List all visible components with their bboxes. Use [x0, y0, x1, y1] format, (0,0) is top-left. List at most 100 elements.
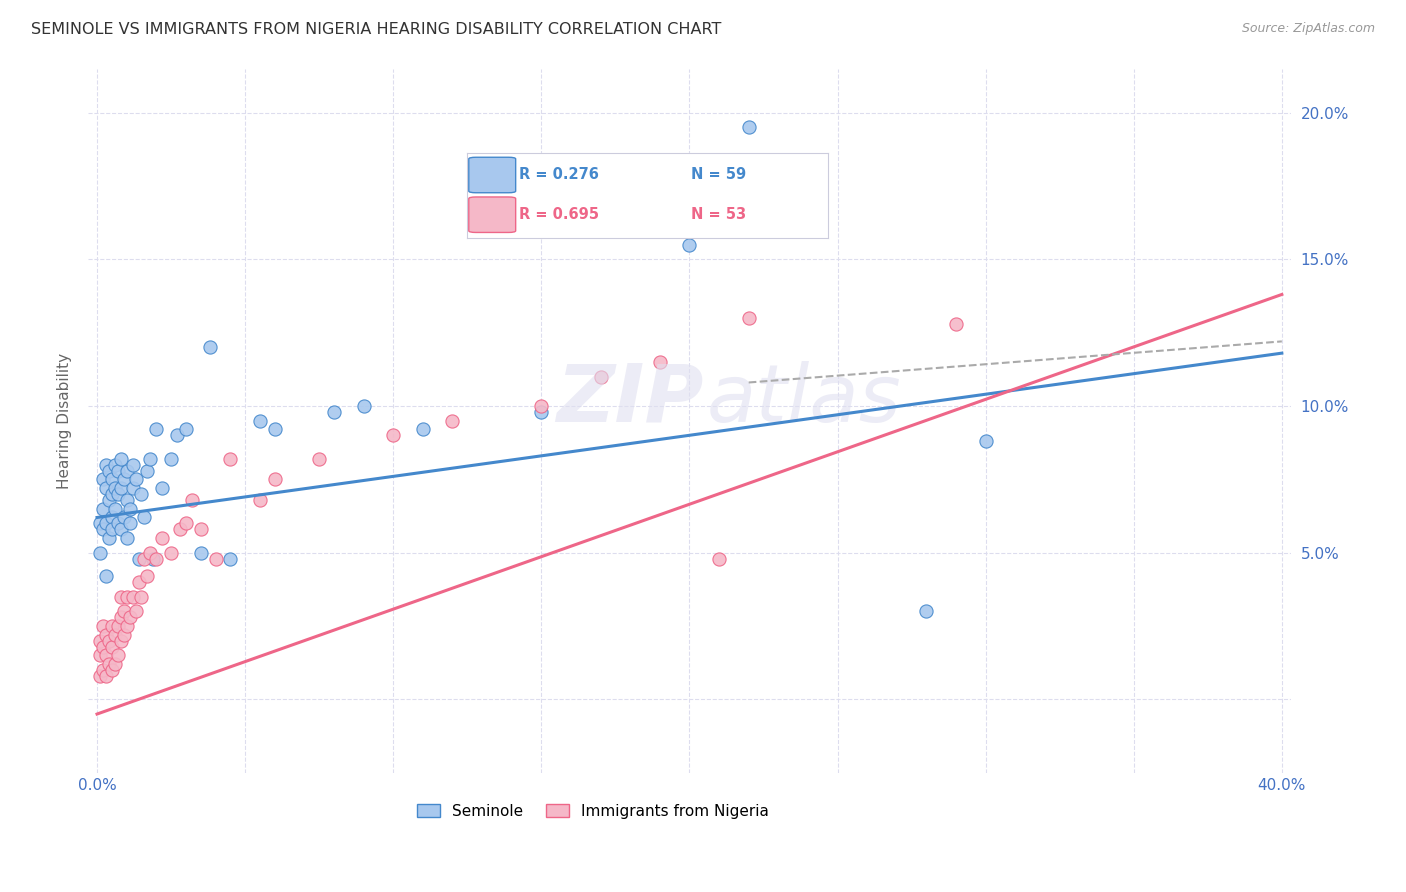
Point: [160, 546, 183, 560]
Point: [190, 522, 212, 536]
Point: [94, 481, 117, 495]
Point: [97, 492, 120, 507]
Point: [97, 531, 120, 545]
Point: [121, 590, 143, 604]
Point: [142, 551, 165, 566]
Point: [136, 463, 159, 477]
Point: [118, 610, 141, 624]
Point: [89, 633, 111, 648]
Point: [263, 422, 285, 436]
Point: [323, 405, 346, 419]
Point: [104, 501, 127, 516]
Point: [166, 428, 188, 442]
Point: [530, 399, 553, 413]
Point: [174, 516, 197, 531]
Point: [97, 657, 120, 672]
Text: ZIP: ZIP: [555, 360, 703, 439]
Text: SEMINOLE VS IMMIGRANTS FROM NIGERIA HEARING DISABILITY CORRELATION CHART: SEMINOLE VS IMMIGRANTS FROM NIGERIA HEAR…: [31, 22, 721, 37]
Point: [94, 458, 117, 472]
Y-axis label: Hearing Disability: Hearing Disability: [58, 352, 72, 489]
Point: [945, 317, 967, 331]
Point: [249, 492, 271, 507]
Point: [190, 546, 212, 560]
Point: [169, 522, 191, 536]
Point: [139, 451, 162, 466]
Legend: Seminole, Immigrants from Nigeria: Seminole, Immigrants from Nigeria: [411, 797, 776, 825]
Point: [110, 522, 132, 536]
Point: [150, 481, 173, 495]
Point: [110, 633, 132, 648]
Point: [104, 628, 127, 642]
Point: [91, 640, 114, 654]
Point: [91, 472, 114, 486]
Point: [128, 551, 150, 566]
Point: [110, 610, 132, 624]
Point: [115, 531, 138, 545]
Point: [110, 590, 132, 604]
Point: [124, 604, 146, 618]
Point: [530, 405, 553, 419]
Point: [263, 472, 285, 486]
Point: [101, 487, 124, 501]
Point: [101, 472, 124, 486]
Point: [131, 487, 153, 501]
Point: [101, 510, 124, 524]
Point: [219, 451, 242, 466]
Text: atlas: atlas: [706, 360, 901, 439]
Point: [89, 648, 111, 663]
Point: [150, 531, 173, 545]
Point: [94, 628, 117, 642]
Point: [94, 648, 117, 663]
Point: [180, 492, 202, 507]
Point: [441, 414, 464, 428]
Point: [115, 492, 138, 507]
Point: [121, 458, 143, 472]
Point: [101, 522, 124, 536]
Point: [107, 463, 129, 477]
Point: [678, 237, 700, 252]
Point: [104, 657, 127, 672]
Point: [145, 551, 167, 566]
Point: [112, 472, 135, 486]
Point: [136, 569, 159, 583]
Point: [91, 501, 114, 516]
Point: [412, 422, 434, 436]
Point: [91, 663, 114, 677]
Point: [89, 516, 111, 531]
Point: [107, 487, 129, 501]
Point: [101, 640, 124, 654]
Point: [107, 516, 129, 531]
Point: [118, 501, 141, 516]
Point: [145, 422, 167, 436]
Point: [118, 516, 141, 531]
Point: [94, 569, 117, 583]
Point: [94, 516, 117, 531]
Point: [91, 522, 114, 536]
Point: [737, 120, 759, 135]
Point: [107, 648, 129, 663]
Point: [89, 546, 111, 560]
Point: [110, 451, 132, 466]
Point: [124, 472, 146, 486]
Point: [94, 669, 117, 683]
Point: [115, 463, 138, 477]
Point: [112, 628, 135, 642]
Point: [97, 633, 120, 648]
Point: [128, 574, 150, 589]
Point: [139, 546, 162, 560]
Point: [89, 669, 111, 683]
Point: [974, 434, 997, 449]
Point: [134, 510, 156, 524]
Point: [97, 463, 120, 477]
Point: [115, 619, 138, 633]
Point: [737, 310, 759, 325]
Point: [589, 369, 612, 384]
Point: [101, 663, 124, 677]
Point: [204, 551, 226, 566]
Point: [112, 510, 135, 524]
Point: [198, 340, 221, 354]
Point: [107, 619, 129, 633]
Point: [104, 458, 127, 472]
Point: [160, 451, 183, 466]
Point: [115, 590, 138, 604]
